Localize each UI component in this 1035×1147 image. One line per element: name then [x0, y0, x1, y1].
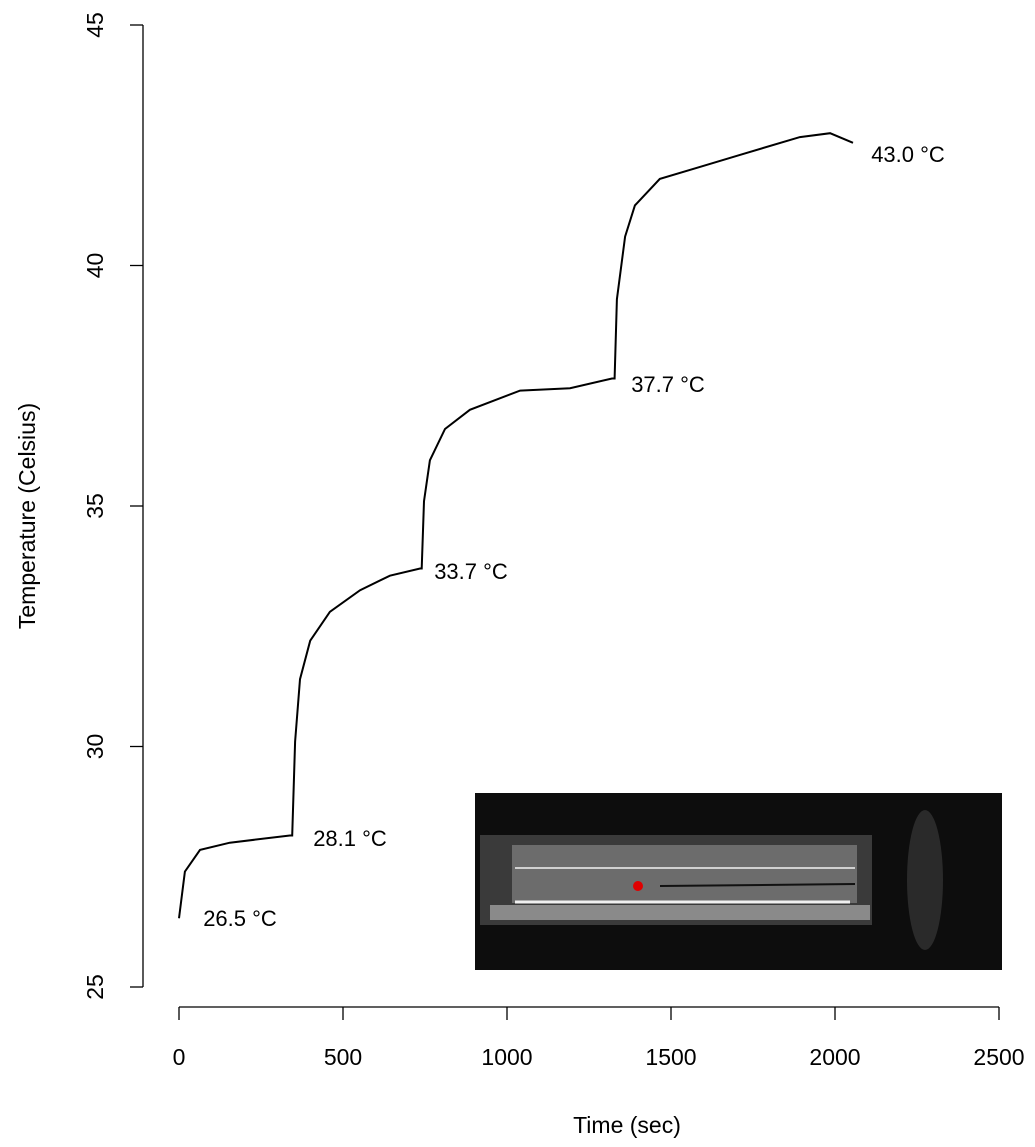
annotation: 43.0 °C: [871, 142, 945, 167]
x-tick-label: 1500: [645, 1044, 696, 1070]
x-axis-label: Time (sec): [573, 1112, 681, 1138]
x-tick-label: 2500: [973, 1044, 1024, 1070]
y-tick-label: 25: [82, 974, 108, 1000]
y-tick-label: 45: [82, 12, 108, 38]
annotation: 28.1 °C: [313, 826, 387, 851]
annotation: 37.7 °C: [631, 372, 705, 397]
inset-photo: [475, 793, 1002, 970]
y-tick-label: 30: [82, 734, 108, 760]
temperature-line: [178, 132, 854, 919]
y-axis-label: Temperature (Celsius): [14, 403, 40, 629]
x-tick-label: 500: [324, 1044, 362, 1070]
x-tick-label: 0: [173, 1044, 186, 1070]
y-tick-label: 40: [82, 253, 108, 279]
x-tick-label: 2000: [809, 1044, 860, 1070]
x-tick-label: 1000: [481, 1044, 532, 1070]
y-tick-label: 35: [82, 493, 108, 519]
annotation: 33.7 °C: [434, 559, 508, 584]
annotation: 26.5 °C: [203, 906, 277, 931]
